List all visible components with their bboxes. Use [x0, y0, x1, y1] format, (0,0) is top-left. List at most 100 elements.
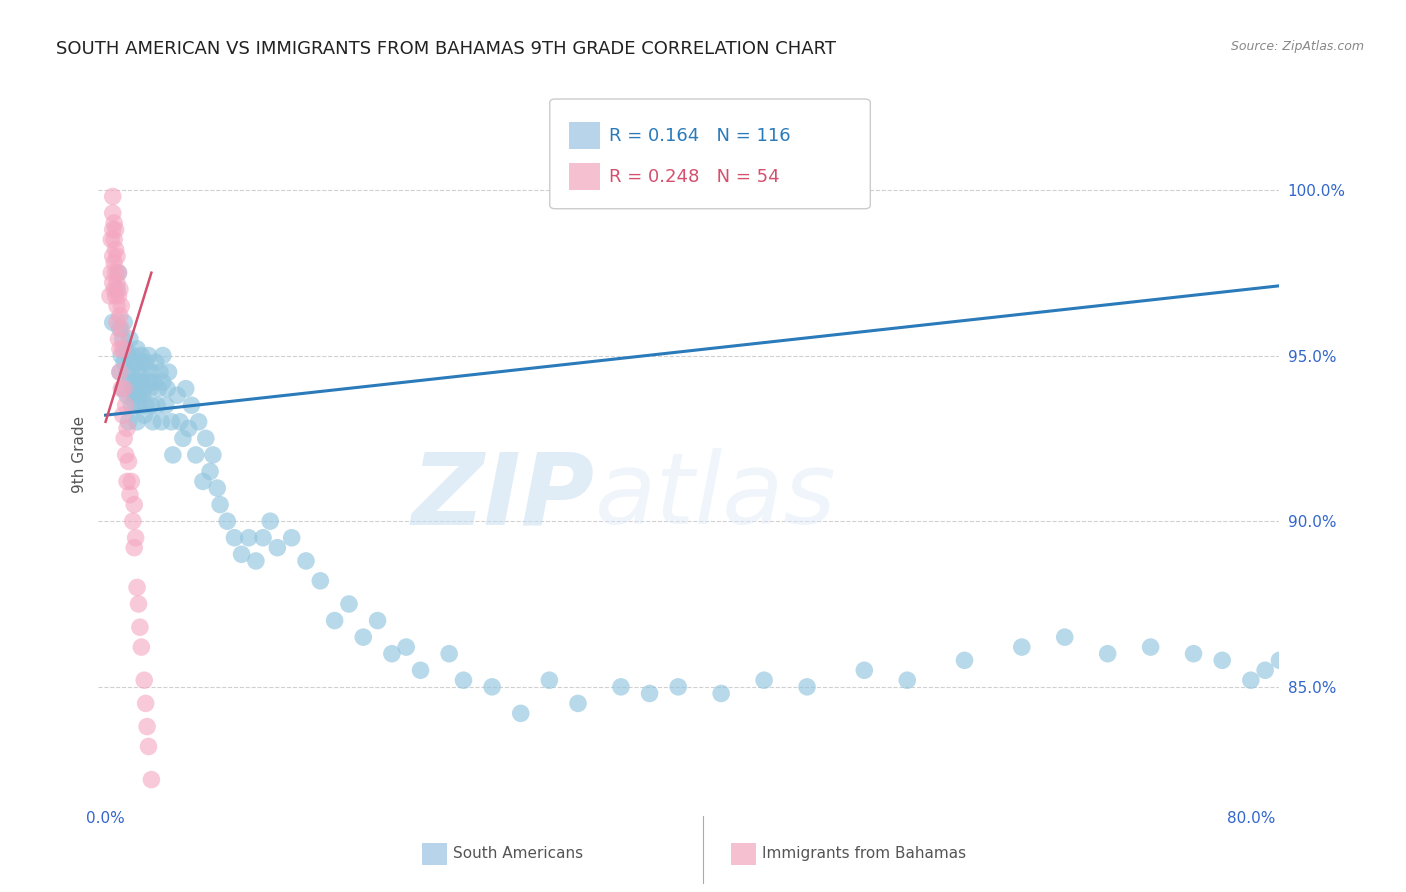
- Point: [146, 398, 169, 412]
- Point: [105, 282, 128, 296]
- Point: [201, 448, 224, 462]
- Point: [309, 574, 332, 588]
- Point: [118, 332, 141, 346]
- Point: [111, 332, 134, 346]
- Point: [110, 299, 132, 313]
- Point: [104, 289, 127, 303]
- Point: [194, 431, 217, 445]
- Point: [108, 322, 131, 336]
- Point: [209, 498, 232, 512]
- Point: [103, 233, 125, 247]
- Point: [107, 266, 129, 280]
- Point: [114, 448, 136, 462]
- Point: [117, 349, 139, 363]
- Point: [752, 673, 775, 688]
- Point: [395, 640, 418, 654]
- Point: [101, 206, 124, 220]
- Point: [953, 653, 976, 667]
- Point: [152, 349, 174, 363]
- Point: [381, 647, 404, 661]
- Point: [122, 388, 145, 402]
- Point: [160, 415, 183, 429]
- Point: [101, 276, 124, 290]
- Point: [114, 398, 136, 412]
- Point: [245, 554, 267, 568]
- Point: [141, 398, 163, 412]
- Point: [1282, 673, 1305, 688]
- Point: [128, 365, 150, 379]
- Point: [105, 315, 128, 329]
- Point: [132, 388, 155, 402]
- Point: [114, 342, 136, 356]
- Point: [367, 614, 389, 628]
- Point: [134, 673, 156, 688]
- Point: [101, 249, 124, 263]
- Point: [155, 398, 177, 412]
- Point: [117, 454, 139, 468]
- Point: [135, 398, 157, 412]
- Point: [509, 706, 531, 721]
- Point: [98, 289, 121, 303]
- Point: [124, 375, 146, 389]
- Point: [152, 375, 174, 389]
- Point: [108, 309, 131, 323]
- Point: [108, 342, 131, 356]
- Point: [107, 332, 129, 346]
- Point: [166, 388, 188, 402]
- Point: [118, 375, 141, 389]
- Point: [710, 686, 733, 700]
- Point: [437, 647, 460, 661]
- Point: [136, 720, 159, 734]
- Point: [134, 382, 156, 396]
- Point: [538, 673, 561, 688]
- Point: [138, 349, 160, 363]
- Point: [108, 365, 131, 379]
- Point: [124, 398, 146, 412]
- Point: [156, 382, 179, 396]
- Point: [1053, 630, 1076, 644]
- Point: [115, 388, 138, 402]
- Point: [111, 382, 134, 396]
- Point: [143, 375, 166, 389]
- Point: [141, 365, 163, 379]
- Point: [231, 547, 253, 561]
- Point: [108, 282, 131, 296]
- Point: [135, 355, 157, 369]
- Point: [1268, 653, 1291, 667]
- Point: [124, 531, 146, 545]
- Point: [896, 673, 918, 688]
- Point: [125, 382, 148, 396]
- Point: [184, 448, 207, 462]
- Point: [129, 620, 152, 634]
- Point: [112, 382, 135, 396]
- Point: [103, 216, 125, 230]
- Point: [104, 266, 127, 280]
- Text: atlas: atlas: [595, 448, 837, 545]
- Point: [172, 431, 194, 445]
- Point: [121, 514, 143, 528]
- Text: SOUTH AMERICAN VS IMMIGRANTS FROM BAHAMAS 9TH GRADE CORRELATION CHART: SOUTH AMERICAN VS IMMIGRANTS FROM BAHAMA…: [56, 40, 837, 58]
- Point: [104, 222, 127, 236]
- Point: [142, 415, 165, 429]
- Point: [105, 299, 128, 313]
- Point: [638, 686, 661, 700]
- Point: [238, 531, 260, 545]
- Point: [610, 680, 633, 694]
- Point: [121, 349, 143, 363]
- Point: [108, 365, 131, 379]
- Point: [128, 597, 150, 611]
- Point: [129, 355, 152, 369]
- Point: [180, 398, 202, 412]
- Point: [323, 614, 346, 628]
- Point: [666, 680, 689, 694]
- Point: [112, 315, 135, 329]
- Y-axis label: 9th Grade: 9th Grade: [72, 417, 87, 493]
- Point: [107, 266, 129, 280]
- Point: [149, 365, 172, 379]
- Point: [118, 488, 141, 502]
- Point: [111, 408, 134, 422]
- Point: [252, 531, 274, 545]
- Point: [352, 630, 374, 644]
- Point: [125, 415, 148, 429]
- Point: [121, 382, 143, 396]
